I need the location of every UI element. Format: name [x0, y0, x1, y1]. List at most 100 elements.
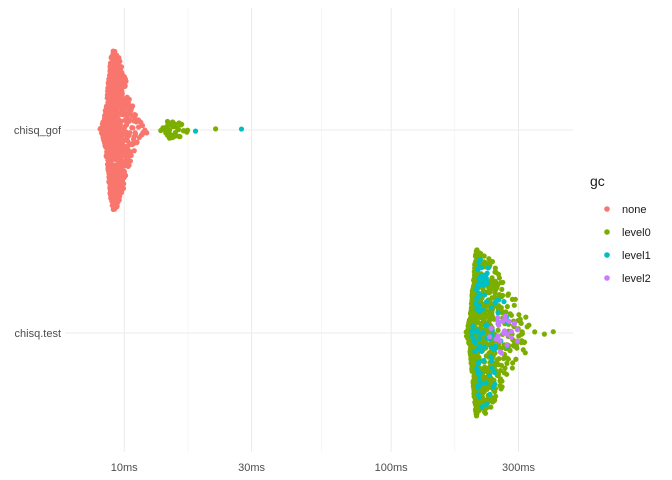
- data-point: [487, 391, 493, 397]
- data-point: [111, 181, 118, 187]
- data-point: [105, 157, 111, 163]
- data-point: [511, 302, 517, 308]
- data-point: [485, 265, 491, 271]
- data-point: [495, 371, 502, 378]
- data-point: [111, 198, 117, 204]
- data-point: [110, 167, 117, 173]
- data-point: [158, 127, 164, 134]
- data-point: [496, 275, 502, 281]
- data-point: [514, 338, 521, 344]
- data-point: [114, 203, 120, 209]
- data-point: [504, 371, 510, 377]
- data-point: [130, 136, 137, 142]
- data-point: [487, 334, 493, 340]
- data-point: [502, 316, 508, 323]
- data-point: [116, 161, 123, 167]
- data-point: [112, 162, 118, 168]
- data-point: [499, 384, 505, 390]
- data-point: [126, 96, 132, 102]
- data-point: [476, 320, 482, 326]
- data-point: [469, 355, 475, 361]
- data-point: [107, 62, 113, 68]
- data-point: [483, 299, 490, 305]
- data-point: [112, 53, 118, 60]
- data-point: [238, 126, 245, 132]
- data-point: [128, 149, 134, 155]
- data-point: [470, 323, 476, 329]
- data-point: [135, 124, 142, 130]
- data-point: [497, 349, 503, 355]
- data-point: [476, 259, 482, 265]
- data-point: [513, 356, 519, 362]
- data-point: [495, 314, 501, 321]
- data-point: [492, 343, 499, 349]
- data-point: [107, 96, 114, 103]
- x-axis: 10ms 30ms 100ms 300ms: [111, 462, 536, 474]
- data-point: [110, 48, 116, 54]
- data-point: [474, 247, 480, 253]
- data-point: [124, 159, 130, 165]
- data-point: [116, 129, 122, 135]
- data-point: [501, 299, 507, 305]
- data-point: [510, 360, 516, 366]
- data-point: [473, 405, 479, 412]
- data-point: [499, 286, 505, 292]
- data-point: [126, 132, 132, 139]
- legend-key-level1: [604, 252, 610, 258]
- data-point: [115, 153, 121, 160]
- legend-label-level2: level2: [622, 273, 651, 285]
- data-point: [119, 76, 125, 82]
- data-point: [132, 131, 139, 137]
- data-point: [507, 311, 513, 317]
- data-point: [517, 316, 523, 323]
- data-point: [106, 112, 112, 118]
- data-point: [489, 309, 495, 315]
- data-point: [479, 348, 485, 355]
- data-point: [180, 128, 187, 134]
- data-point: [478, 331, 484, 337]
- data-point: [509, 365, 515, 371]
- data-point: [488, 404, 494, 410]
- data-point: [166, 127, 173, 133]
- data-point: [496, 322, 502, 328]
- data-point: [110, 79, 116, 86]
- data-point: [504, 304, 510, 310]
- data-point: [499, 310, 505, 316]
- data-point: [469, 311, 476, 317]
- data-point: [498, 280, 504, 286]
- data-point: [106, 166, 113, 173]
- data-point: [164, 132, 171, 138]
- data-point: [477, 343, 483, 350]
- data-point: [521, 339, 527, 346]
- legend-label-level1: level1: [622, 250, 651, 262]
- data-point: [97, 126, 103, 132]
- legend-label-level0: level0: [622, 227, 651, 239]
- data-point: [487, 372, 493, 378]
- data-point: [472, 339, 479, 346]
- data-point: [471, 278, 477, 284]
- data-point: [122, 83, 128, 89]
- data-point: [116, 58, 122, 65]
- data-point: [518, 331, 525, 337]
- data-point: [497, 338, 503, 344]
- y-axis: chisq_gof chisq.test: [14, 125, 62, 340]
- data-point: [469, 364, 475, 370]
- data-point: [106, 76, 112, 82]
- legend-label-none: none: [622, 204, 646, 216]
- data-point: [102, 119, 108, 126]
- data-point: [169, 135, 175, 141]
- data-point: [121, 175, 127, 181]
- data-point: [501, 330, 507, 336]
- data-point: [105, 143, 111, 149]
- data-point: [107, 71, 113, 77]
- data-point: [509, 296, 516, 302]
- data-point: [107, 181, 113, 187]
- data-point: [495, 333, 501, 339]
- data-point: [480, 286, 486, 292]
- data-point: [473, 286, 480, 292]
- data-point: [112, 136, 118, 142]
- data-point: [483, 380, 489, 386]
- data-point: [496, 297, 502, 303]
- data-point: [510, 342, 517, 349]
- data-point: [498, 305, 504, 311]
